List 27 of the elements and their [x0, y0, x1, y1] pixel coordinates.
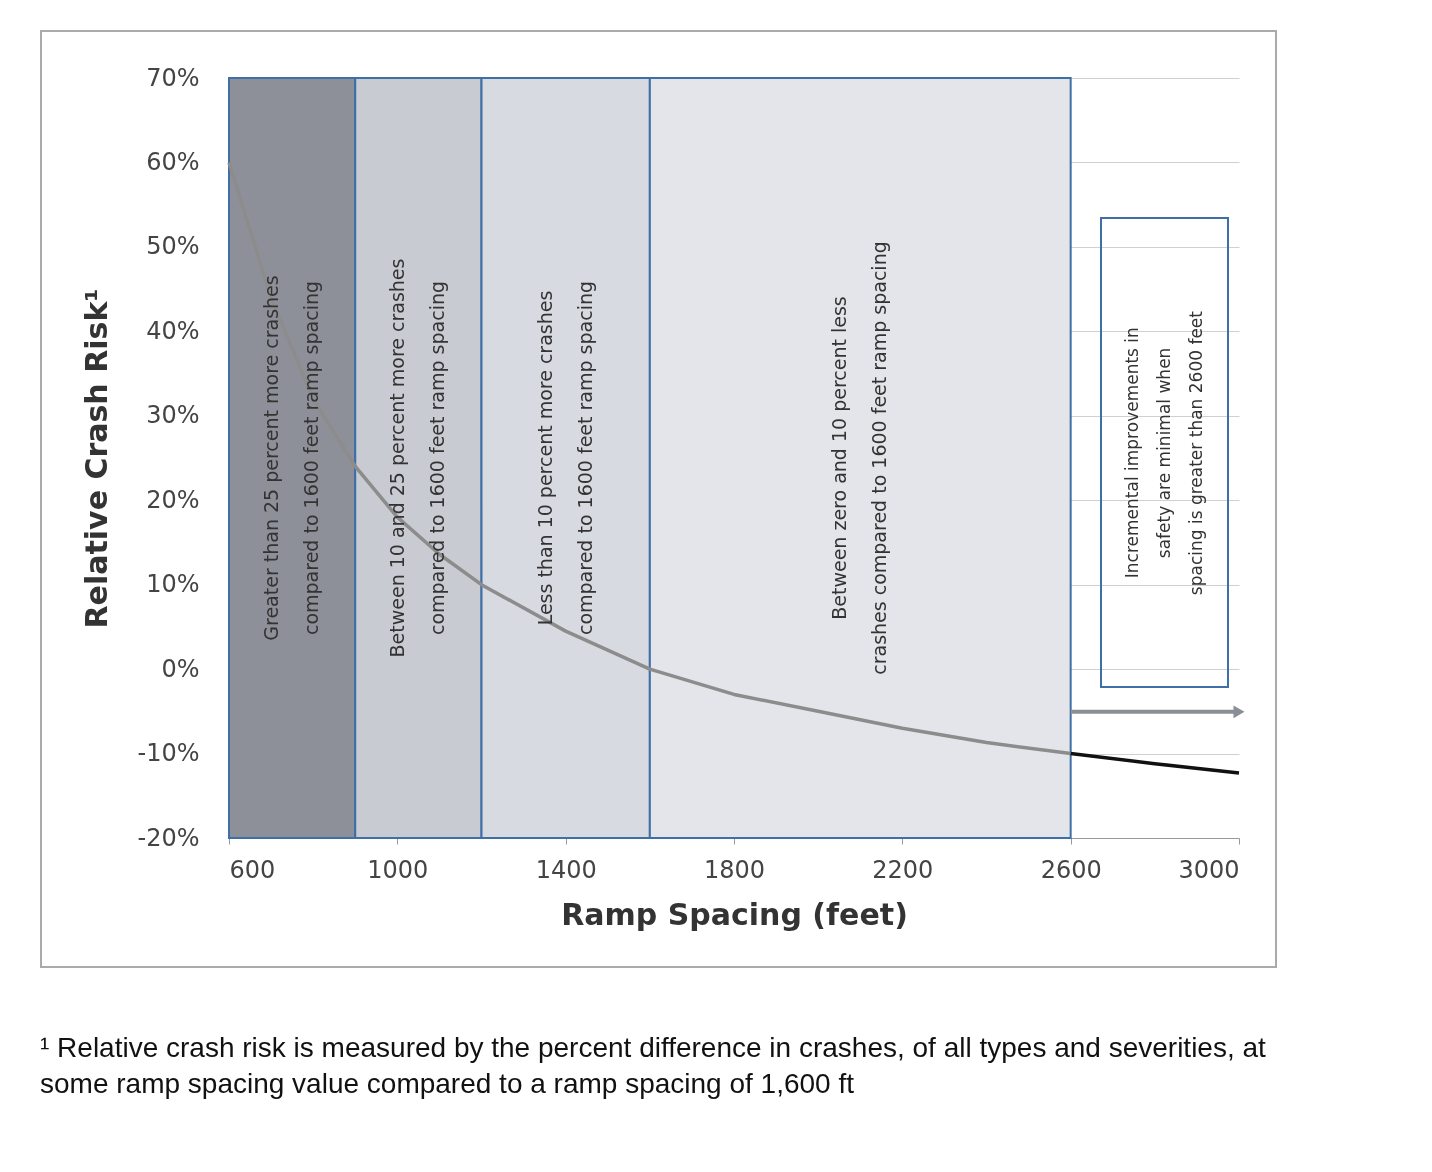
y-tick-label: 70%: [146, 63, 200, 92]
y-tick-label: 40%: [146, 316, 200, 345]
band-label: Between zero and 10 percent less crashes compared to 1600 feet ramp spacing: [828, 241, 891, 675]
y-tick-label: -20%: [137, 823, 200, 852]
x-tick-label: 1400: [535, 855, 597, 884]
x-tick-label: 600: [229, 855, 276, 884]
x-tick-label: 1000: [367, 855, 429, 884]
x-tick-label: 2200: [872, 855, 934, 884]
note-box-outline: Incremental improvements in safety are minimal when spacing is greater than 2600 feet: [1099, 217, 1229, 689]
line-series: [227, 160, 1073, 756]
y-axis-title: Relative Crash Risk¹: [79, 288, 115, 629]
y-tick-label: 20%: [146, 485, 200, 514]
band-label: Less than 10 percent more crashes compared to 1600 feet ramp spacing: [533, 280, 596, 636]
x-axis-title: Ramp Spacing (feet): [561, 896, 908, 932]
text: ¹ Relative crash risk is measured by the percent difference in crashes, of all types and severities, at some ramp spacing value compared to a ramp spacing of 1,600 ft: [40, 1031, 1267, 1101]
annotation: Incremental improvements in safety are minimal when spacing is greater than 2600 feet: [1121, 310, 1208, 595]
y-tick-label: 10%: [146, 570, 200, 599]
band-label: Between 10 and 25 percent more crashes compared to 1600 feet ramp spacing: [386, 258, 449, 658]
x-tick-label: 3000: [1178, 855, 1240, 884]
y-tick-label: 60%: [146, 147, 200, 176]
y-tick-label: 50%: [146, 232, 200, 261]
band-label: Greater than 25 percent more crashes compared to 1600 feet ramp spacing: [260, 275, 323, 641]
x-tick-label: 2600: [1040, 855, 1102, 884]
x-tick-label: 1800: [703, 855, 766, 884]
y-tick-label: 30%: [146, 401, 200, 430]
y-tick-label: 0%: [161, 654, 200, 683]
y-tick-label: -10%: [137, 739, 200, 768]
